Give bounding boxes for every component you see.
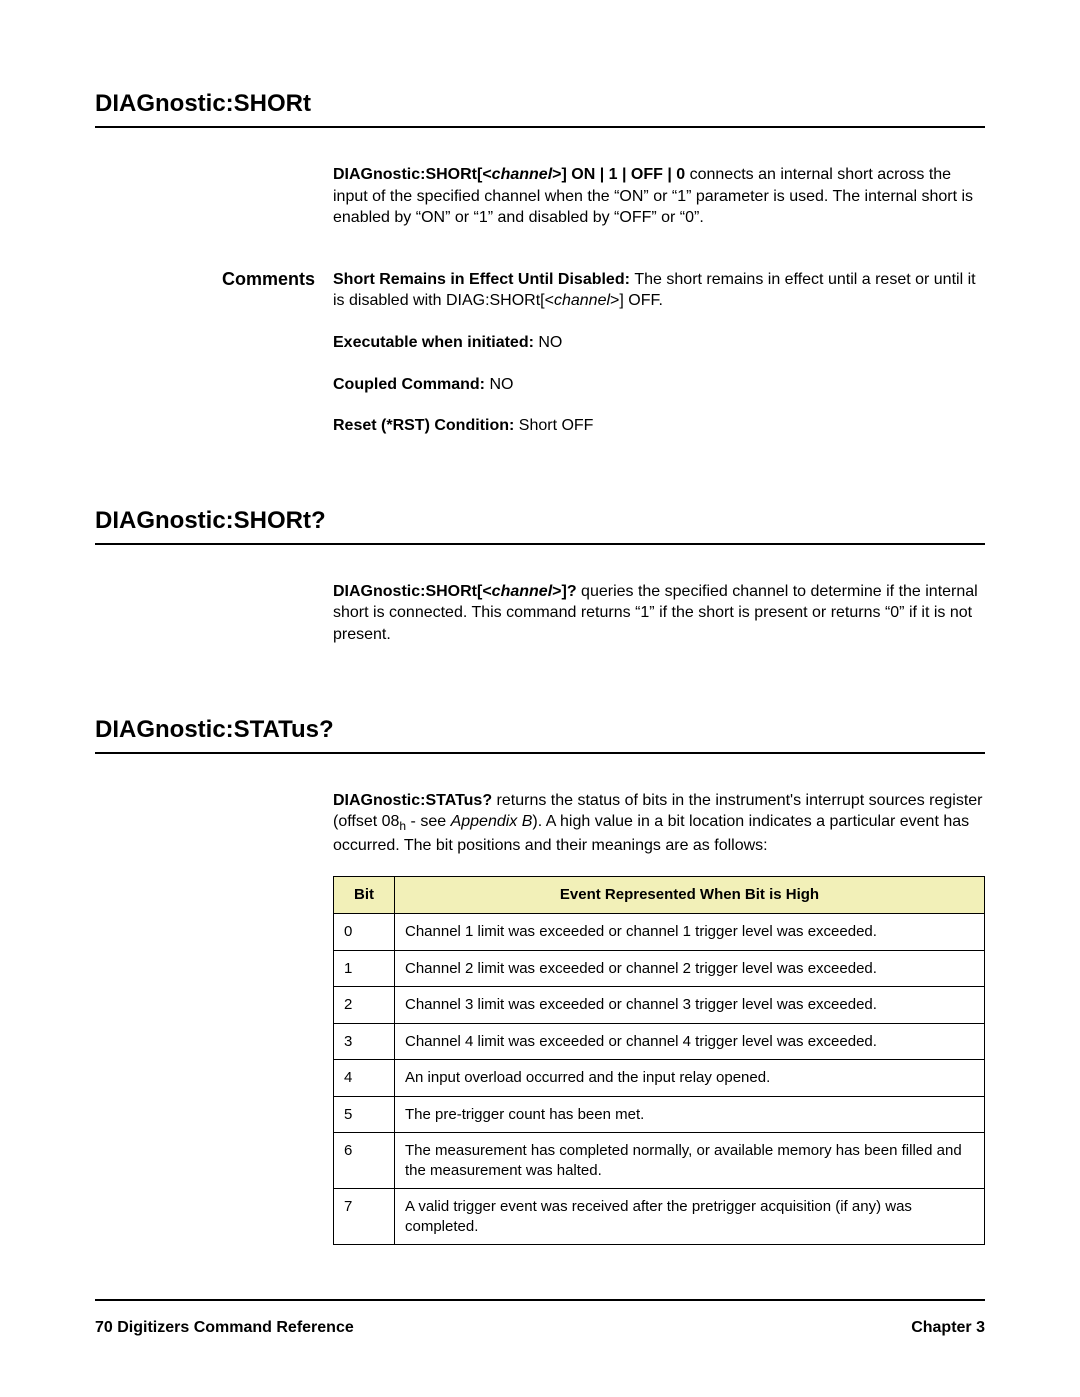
cell-bit: 1	[334, 950, 395, 987]
syntax-pre: DIAGnostic:SHORt[<	[333, 166, 492, 183]
c2-bold: Executable when initiated:	[333, 334, 538, 351]
table-row: 6The measurement has completed normally,…	[334, 1133, 985, 1189]
c2-text: NO	[538, 334, 562, 351]
comment-3: Coupled Command: NO	[333, 374, 985, 396]
cell-bit: 3	[334, 1023, 395, 1060]
cell-event: The measurement has completed normally, …	[395, 1133, 985, 1189]
status-desc-row: DIAGnostic:STATus? returns the status of…	[95, 790, 985, 1246]
section-short: DIAGnostic:SHORt DIAGnostic:SHORt[<chann…	[95, 90, 985, 457]
syntax-post: >] ON | 1 | OFF | 0	[552, 166, 685, 183]
syntax-post: >]?	[552, 583, 576, 600]
shortq-paragraph: DIAGnostic:SHORt[<channel>]? queries the…	[333, 581, 985, 646]
comment-2: Executable when initiated: NO	[333, 332, 985, 354]
bit-table-body: 0Channel 1 limit was exceeded or channel…	[334, 914, 985, 1245]
cell-bit: 6	[334, 1133, 395, 1189]
comment-1: Short Remains in Effect Until Disabled: …	[333, 269, 985, 312]
table-row: 1Channel 2 limit was exceeded or channel…	[334, 950, 985, 987]
table-header-row: Bit Event Represented When Bit is High	[334, 877, 985, 914]
th-event: Event Represented When Bit is High	[395, 877, 985, 914]
status-paragraph: DIAGnostic:STATus? returns the status of…	[333, 790, 985, 857]
body-col: DIAGnostic:STATus? returns the status of…	[333, 790, 985, 1246]
c1-text-b: >] OFF.	[610, 292, 663, 309]
section-status: DIAGnostic:STATus? DIAGnostic:STATus? re…	[95, 716, 985, 1246]
comments-body: Short Remains in Effect Until Disabled: …	[333, 269, 985, 457]
status-syntax: DIAGnostic:STATus?	[333, 792, 492, 809]
label-col	[95, 164, 333, 249]
table-row: 4An input overload occurred and the inpu…	[334, 1060, 985, 1097]
cell-event: Channel 1 limit was exceeded or channel …	[395, 914, 985, 951]
cell-event: A valid trigger event was received after…	[395, 1189, 985, 1245]
syntax-pre: DIAGnostic:SHORt[<	[333, 583, 492, 600]
table-row: 7A valid trigger event was received afte…	[334, 1189, 985, 1245]
heading-shortq: DIAGnostic:SHORt?	[95, 507, 985, 545]
shortq-syntax: DIAGnostic:SHORt[<channel>]?	[333, 583, 577, 600]
c4-text: Short OFF	[519, 417, 594, 434]
c3-text: NO	[489, 376, 513, 393]
cell-bit: 5	[334, 1096, 395, 1133]
shortq-row: DIAGnostic:SHORt[<channel>]? queries the…	[95, 581, 985, 666]
footer-left: 70 Digitizers Command Reference	[95, 1319, 354, 1337]
table-row: 3Channel 4 limit was exceeded or channel…	[334, 1023, 985, 1060]
heading-short: DIAGnostic:SHORt	[95, 90, 985, 128]
cell-bit: 2	[334, 987, 395, 1024]
cell-bit: 7	[334, 1189, 395, 1245]
status-desc-b: - see	[406, 813, 450, 830]
cell-event: Channel 3 limit was exceeded or channel …	[395, 987, 985, 1024]
comment-4: Reset (*RST) Condition: Short OFF	[333, 415, 985, 437]
cell-bit: 4	[334, 1060, 395, 1097]
heading-status: DIAGnostic:STATus?	[95, 716, 985, 754]
footer-right: Chapter 3	[911, 1319, 985, 1337]
label-col	[95, 790, 333, 1246]
c1-bold: Short Remains in Effect Until Disabled:	[333, 271, 634, 288]
comments-label: Comments	[222, 269, 315, 289]
short-syntax-paragraph: DIAGnostic:SHORt[<channel>] ON | 1 | OFF…	[333, 164, 985, 229]
table-row: 2Channel 3 limit was exceeded or channel…	[334, 987, 985, 1024]
body-col: DIAGnostic:SHORt[<channel>]? queries the…	[333, 581, 985, 666]
cell-event: Channel 4 limit was exceeded or channel …	[395, 1023, 985, 1060]
syntax-param: channel	[492, 166, 552, 183]
syntax-param: channel	[492, 583, 552, 600]
c4-bold: Reset (*RST) Condition:	[333, 417, 519, 434]
section-shortq: DIAGnostic:SHORt? DIAGnostic:SHORt[<chan…	[95, 507, 985, 666]
c1-param: channel	[554, 292, 610, 309]
comments-label-col: Comments	[95, 269, 333, 457]
cell-event: Channel 2 limit was exceeded or channel …	[395, 950, 985, 987]
page: DIAGnostic:SHORt DIAGnostic:SHORt[<chann…	[0, 0, 1080, 1397]
short-syntax: DIAGnostic:SHORt[<channel>] ON | 1 | OFF…	[333, 166, 685, 183]
cell-bit: 0	[334, 914, 395, 951]
body-col: DIAGnostic:SHORt[<channel>] ON | 1 | OFF…	[333, 164, 985, 249]
short-syntax-row: DIAGnostic:SHORt[<channel>] ON | 1 | OFF…	[95, 164, 985, 249]
c3-bold: Coupled Command:	[333, 376, 489, 393]
th-bit: Bit	[334, 877, 395, 914]
table-row: 0Channel 1 limit was exceeded or channel…	[334, 914, 985, 951]
cell-event: An input overload occurred and the input…	[395, 1060, 985, 1097]
status-appendix: Appendix B	[451, 813, 533, 830]
comments-row: Comments Short Remains in Effect Until D…	[95, 269, 985, 457]
label-col	[95, 581, 333, 666]
cell-event: The pre-trigger count has been met.	[395, 1096, 985, 1133]
page-footer: 70 Digitizers Command Reference Chapter …	[95, 1299, 985, 1337]
table-row: 5The pre-trigger count has been met.	[334, 1096, 985, 1133]
bit-table: Bit Event Represented When Bit is High 0…	[333, 876, 985, 1245]
